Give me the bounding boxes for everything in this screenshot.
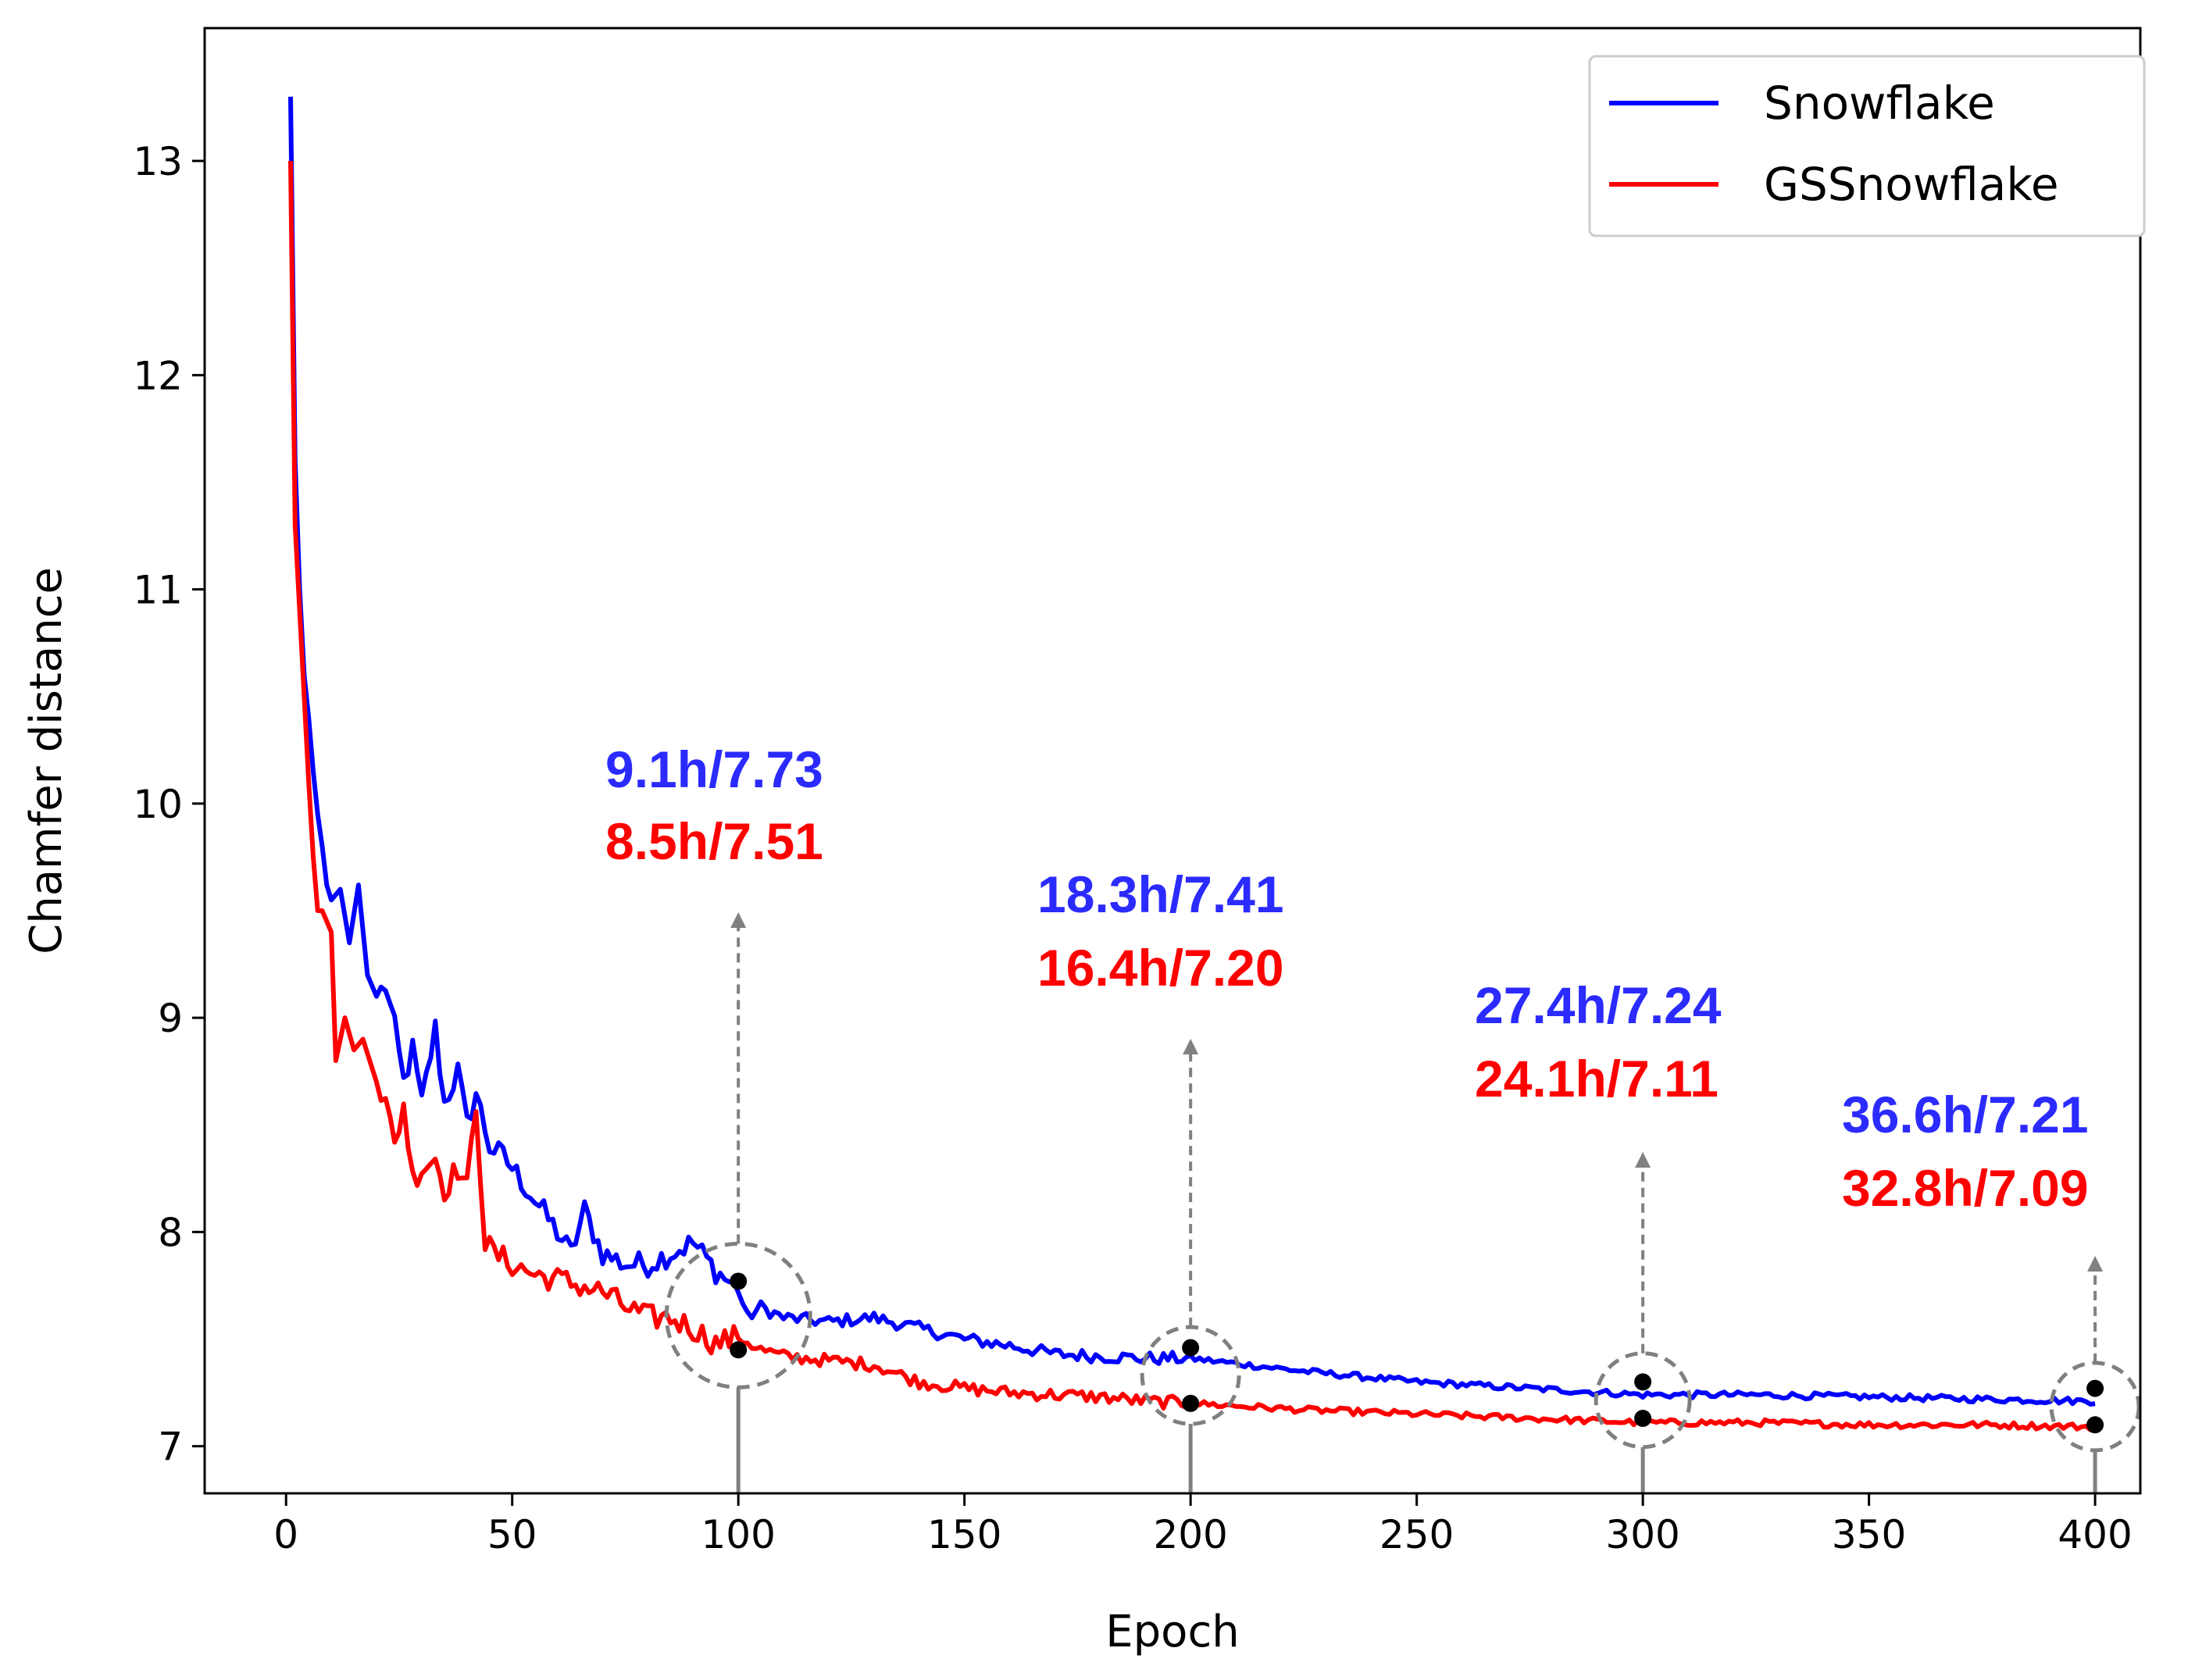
snowflake-marker [1182,1339,1200,1357]
plot-frame [203,27,2142,1495]
y-tick-label: 12 [133,353,183,398]
y-tick-label: 9 [158,996,183,1041]
guides-layer [664,912,2141,1493]
y-axis-label: Chamfer distance [21,567,72,954]
y-tick-label: 11 [133,568,183,613]
snowflake-annotation: 9.1h/7.73 [605,740,823,798]
legend-label: Snowflake [1764,77,1995,130]
gssnowflake-annotation: 32.8h/7.09 [1842,1159,2089,1217]
markers-layer [730,1272,2104,1434]
snowflake-marker [730,1272,748,1290]
x-tick-label: 50 [487,1512,537,1557]
y-tick-label: 8 [158,1210,183,1255]
series-layer [288,96,2097,1432]
gssnowflake-marker [1182,1394,1200,1412]
guide-arrow-head [1183,1039,1199,1054]
snowflake-annotation: 36.6h/7.21 [1842,1086,2089,1143]
axes-layer: 0 50 100 150 200 250 300 350 400 7 8 9 10 11 12 13 [133,139,2132,1557]
legend-box [1588,55,2146,237]
x-tick-label: 0 [273,1512,298,1557]
x-tick-label: 350 [1832,1512,1906,1557]
y-tick-label: 7 [158,1425,183,1470]
snowflake-annotation: 18.3h/7.41 [1037,865,1284,923]
snowflake-line [288,96,2096,1407]
x-tick-label: 250 [1379,1512,1454,1557]
y-tick-label: 10 [133,782,183,827]
gssnowflake-marker [730,1341,748,1359]
guide-arrow-head [2087,1256,2104,1272]
x-tick-label: 200 [1153,1512,1227,1557]
x-tick-label: 300 [1605,1512,1679,1557]
annotation-layer: 9.1h/7.73 8.5h/7.51 18.3h/7.41 16.4h/7.20 27… [605,740,2089,1217]
gssnowflake-annotation: 24.1h/7.11 [1475,1050,1719,1108]
highlight-circle [1594,1351,1692,1450]
x-axis-label: Epoch [1105,1607,1239,1657]
gssnowflake-annotation: 16.4h/7.20 [1037,939,1284,997]
gssnowflake-marker [1634,1410,1652,1428]
snowflake-marker [2086,1379,2104,1397]
x-tick-label: 400 [2058,1512,2132,1557]
snowflake-marker [1634,1373,1652,1391]
y-tick-label: 13 [133,139,183,184]
guide-arrow-head [1635,1152,1651,1168]
legend-label: GSSnowflake [1764,158,2059,211]
snowflake-annotation: 27.4h/7.24 [1475,976,1722,1034]
legend: Snowflake GSSnowflake [1588,55,2146,237]
gssnowflake-annotation: 8.5h/7.51 [605,812,823,870]
x-tick-label: 100 [701,1512,775,1557]
gssnowflake-marker [2086,1416,2104,1434]
x-tick-label: 150 [927,1512,1001,1557]
guide-arrow-head [730,912,747,928]
highlight-circle [2049,1361,2141,1453]
